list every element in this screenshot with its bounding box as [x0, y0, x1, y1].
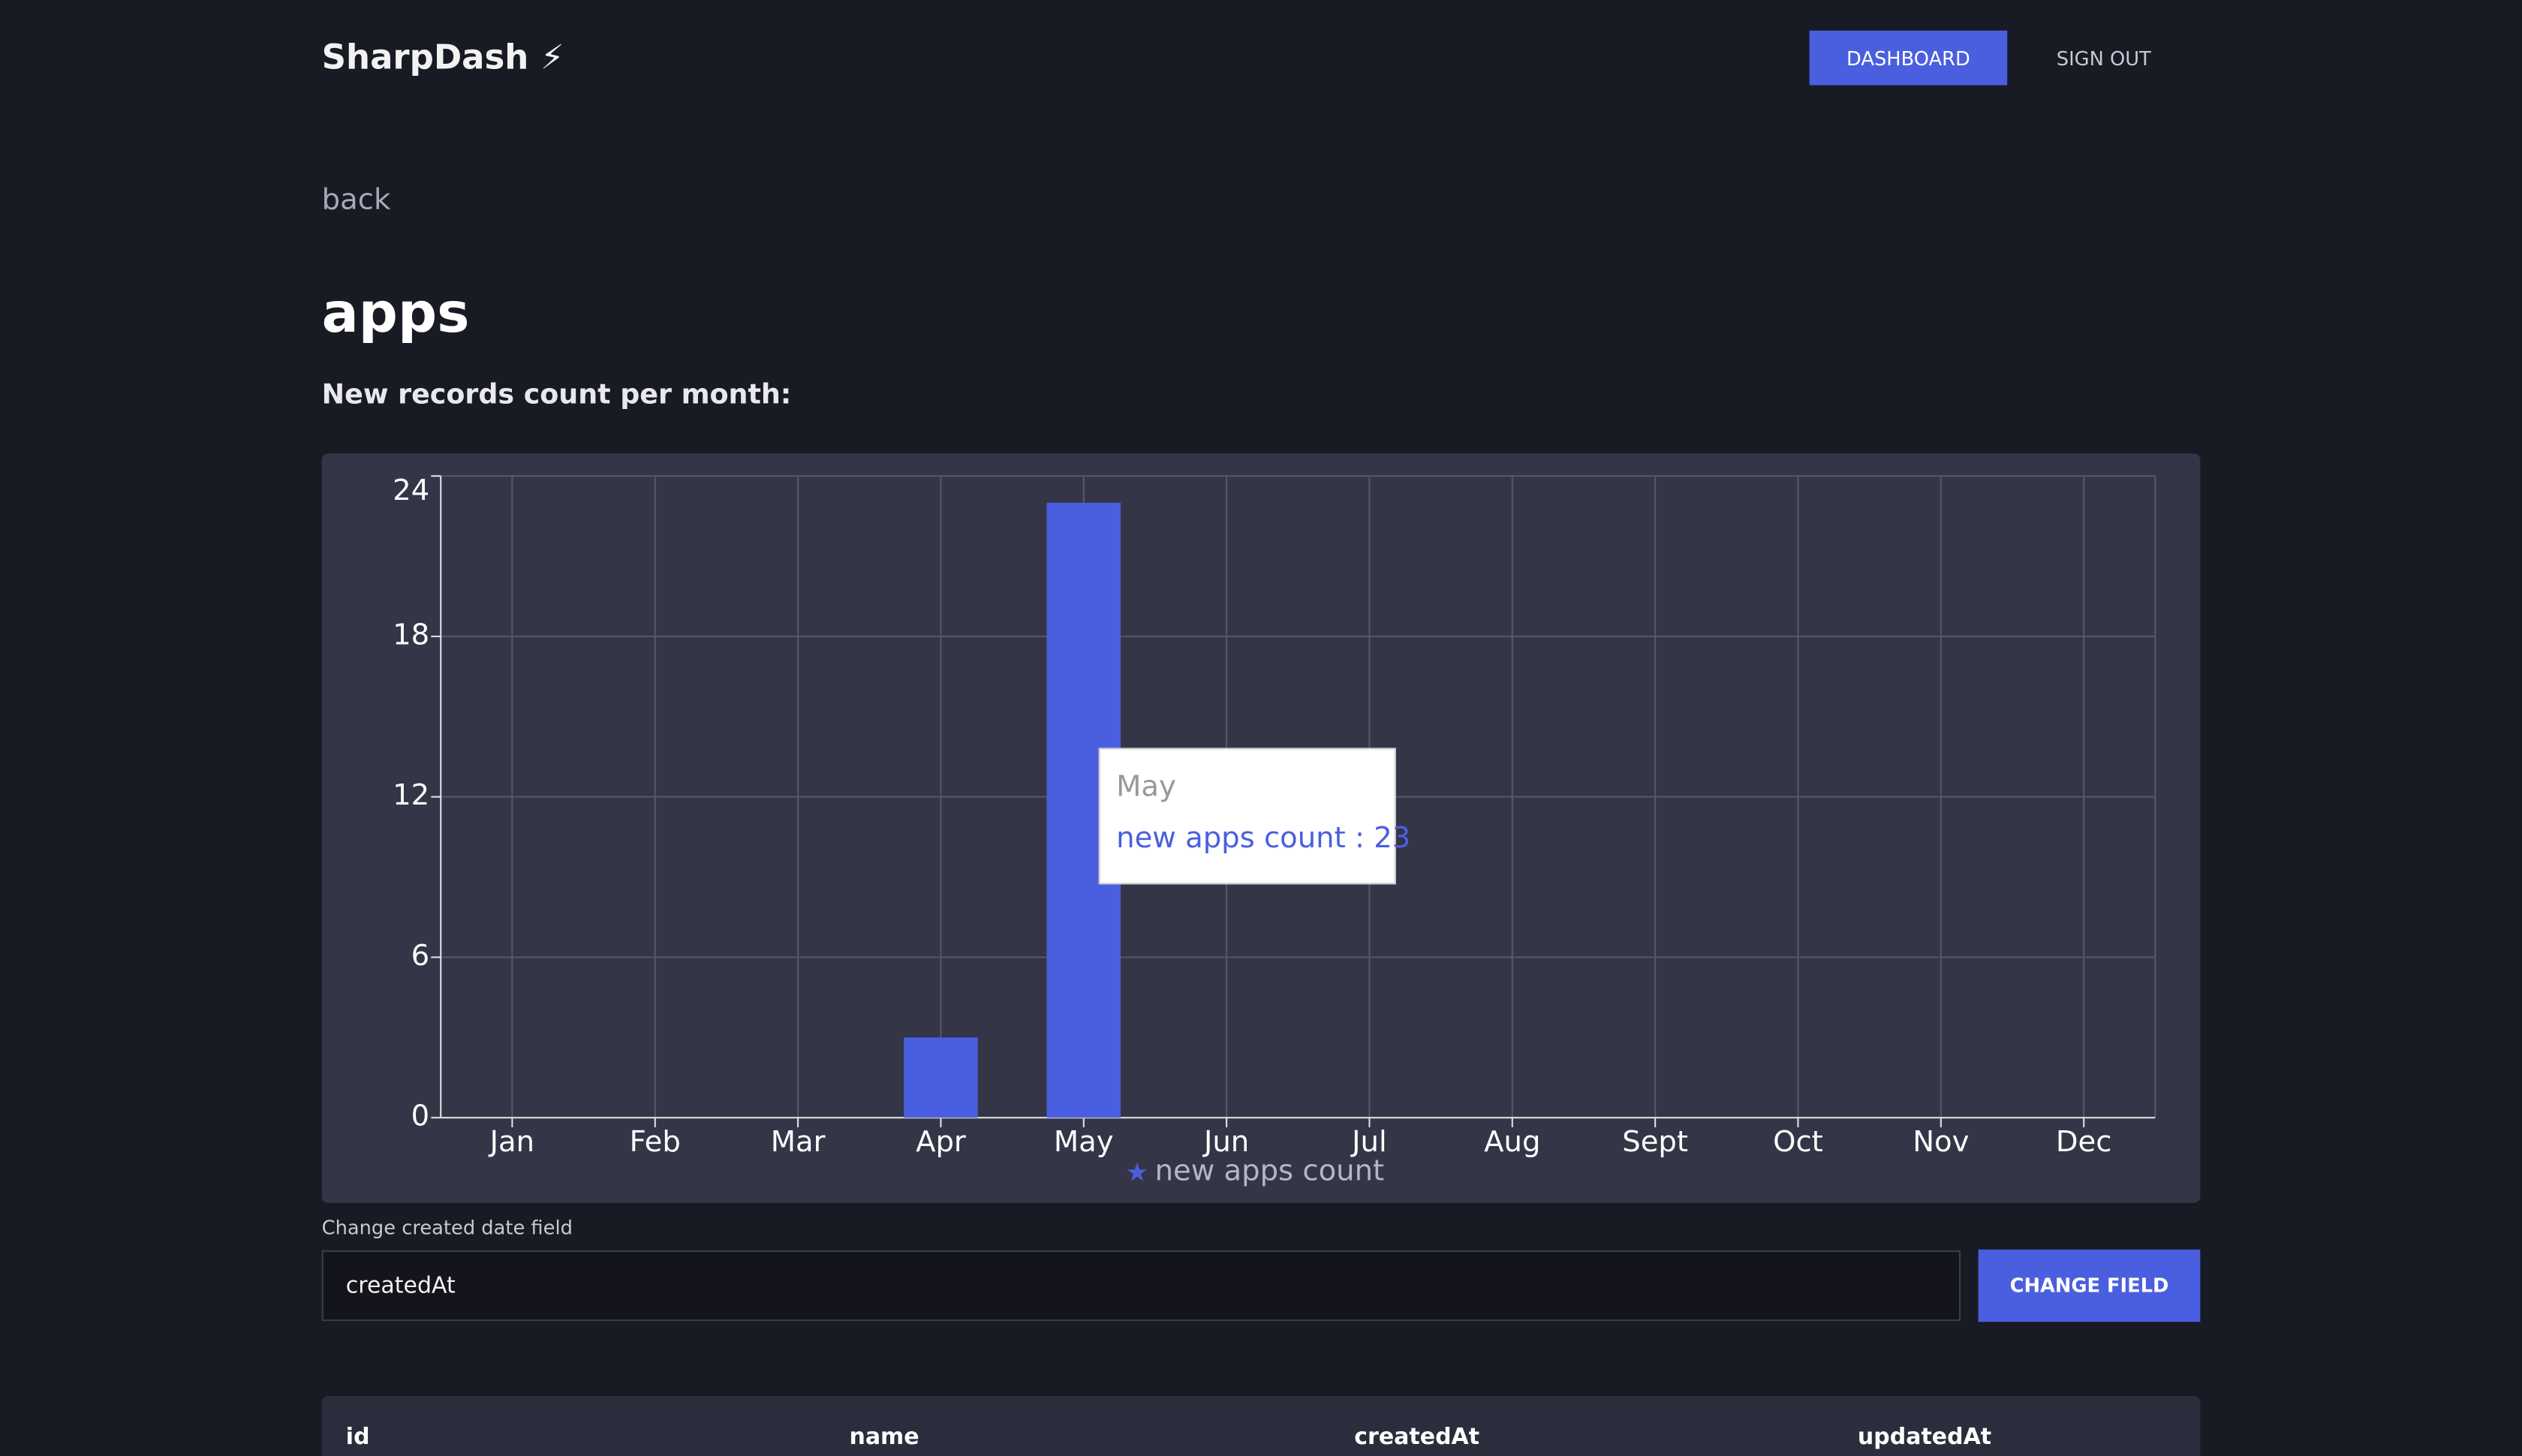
bar [904, 1037, 978, 1118]
field-input[interactable] [321, 1250, 1961, 1322]
x-tick-label: Jan [489, 1125, 534, 1159]
column-header: createdAt [1354, 1424, 1479, 1450]
y-tick-label: 24 [393, 474, 429, 507]
brand: SharpDash ⚡ [322, 37, 564, 77]
change-field-button[interactable] [1978, 1249, 2201, 1322]
x-tick-label: Apr [916, 1125, 966, 1159]
column-header: name [849, 1424, 919, 1450]
dashboard-button[interactable] [1809, 30, 2008, 86]
x-tick-label: Nov [1913, 1125, 1969, 1159]
legend-marker: ★ [1126, 1158, 1149, 1188]
x-tick-label: Feb [630, 1125, 681, 1159]
y-tick-label: 0 [411, 1100, 430, 1133]
y-tick-label: 18 [393, 618, 429, 651]
x-tick-label: Jun [1202, 1125, 1249, 1159]
x-tick-label: Mar [771, 1125, 826, 1159]
dashboard-label[interactable]: DASHBOARD [1846, 48, 1970, 71]
change-field-label[interactable]: CHANGE FIELD [2010, 1275, 2169, 1298]
field-label: Change created date field [322, 1217, 573, 1240]
x-tick-label: May [1054, 1125, 1114, 1159]
heading: apps [322, 281, 470, 345]
back-link[interactable]: back [322, 182, 391, 216]
legend-label: new apps count [1155, 1154, 1385, 1188]
x-tick-label: Jul [1350, 1125, 1387, 1159]
x-tick-label: Oct [1773, 1125, 1823, 1159]
chart: 0 6 12 18 24 Jan Feb Mar Apr May Jun Jul Aug Sept Oct N… [393, 474, 2156, 1188]
x-tick-label: Dec [2056, 1125, 2112, 1159]
y-tick-label: 12 [393, 778, 429, 812]
tooltip [1098, 748, 1396, 885]
table-header [321, 1395, 2201, 1456]
sign-out[interactable]: SIGN OUT [2057, 48, 2151, 71]
tooltip-text: new apps count : 23 [1116, 821, 1410, 855]
tooltip-title: May [1116, 769, 1176, 803]
column-header: updatedAt [1858, 1424, 1991, 1450]
x-tick-label: Aug [1484, 1125, 1540, 1159]
field-value[interactable]: createdAt [346, 1273, 456, 1299]
column-header: id [346, 1424, 370, 1450]
x-tick-label: Sept [1622, 1125, 1688, 1159]
y-tick-label: 6 [411, 939, 430, 973]
subheading: New records count per month: [322, 378, 792, 411]
